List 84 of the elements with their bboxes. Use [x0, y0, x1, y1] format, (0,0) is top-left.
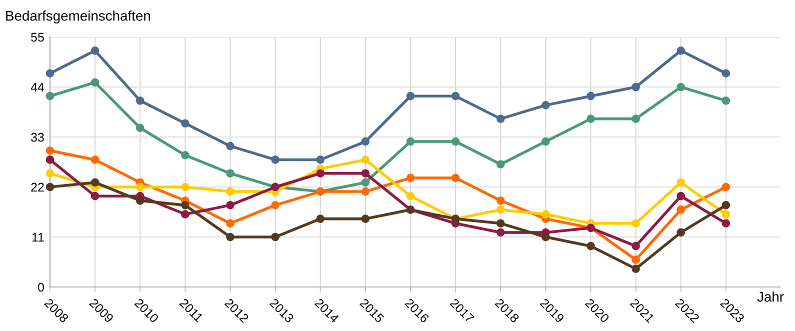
point — [90, 178, 100, 187]
point — [722, 201, 730, 210]
point — [632, 82, 640, 92]
point — [542, 210, 550, 218]
point — [181, 119, 190, 128]
point — [496, 160, 505, 168]
point — [361, 169, 370, 178]
point — [181, 182, 190, 192]
point — [361, 214, 370, 223]
point — [406, 174, 415, 182]
y-tick-label: 55 — [31, 32, 44, 42]
y-tick-label: 11 — [32, 232, 44, 242]
point — [676, 82, 686, 92]
point — [632, 219, 640, 228]
point — [46, 169, 54, 178]
point — [46, 156, 54, 164]
point — [181, 210, 190, 218]
point — [226, 232, 234, 242]
point — [542, 232, 550, 242]
point — [46, 92, 54, 100]
point — [632, 256, 640, 264]
point — [496, 228, 505, 237]
point — [90, 192, 100, 200]
point — [136, 96, 144, 105]
point — [542, 101, 550, 110]
point — [46, 146, 54, 155]
y-tick-label: 22 — [31, 182, 44, 192]
point — [586, 242, 595, 250]
point — [226, 169, 234, 178]
y-axis-title: Bedarfsgemeinschaften — [6, 10, 150, 24]
point — [361, 178, 370, 187]
point — [226, 201, 234, 210]
point — [496, 206, 505, 214]
point — [542, 137, 550, 146]
point — [496, 196, 505, 205]
point — [632, 264, 640, 273]
point — [181, 201, 190, 210]
point — [676, 178, 686, 187]
point — [46, 69, 54, 78]
point — [46, 182, 54, 192]
point — [722, 96, 730, 105]
point — [722, 69, 730, 78]
point — [406, 92, 415, 100]
point — [316, 214, 325, 223]
point — [181, 151, 190, 160]
point — [496, 114, 505, 123]
point — [316, 156, 325, 164]
point — [361, 137, 370, 146]
y-tick-label: 0 — [38, 282, 44, 292]
point — [722, 182, 730, 192]
point — [632, 114, 640, 123]
point — [496, 219, 505, 228]
point — [136, 124, 144, 132]
point — [451, 174, 460, 182]
point — [226, 142, 234, 150]
point — [676, 192, 686, 200]
point — [271, 201, 280, 210]
point — [271, 232, 280, 242]
point — [676, 228, 686, 237]
point — [676, 46, 686, 55]
point — [271, 156, 280, 164]
point — [676, 206, 686, 214]
point — [136, 182, 144, 192]
point — [722, 219, 730, 228]
point — [316, 169, 325, 178]
point — [722, 210, 730, 218]
point — [586, 92, 595, 100]
point — [632, 242, 640, 250]
point — [226, 219, 234, 228]
point — [451, 137, 460, 146]
y-tick-label: 33 — [31, 132, 44, 142]
point — [586, 114, 595, 123]
point — [226, 187, 234, 196]
x-axis-title: Jahr — [757, 292, 784, 302]
point — [136, 196, 144, 205]
point — [451, 92, 460, 100]
point — [90, 156, 100, 164]
point — [406, 137, 415, 146]
y-tick-label: 44 — [30, 82, 44, 92]
point — [90, 46, 100, 55]
point — [90, 78, 100, 87]
point — [361, 187, 370, 196]
point — [361, 156, 370, 164]
point — [406, 192, 415, 200]
